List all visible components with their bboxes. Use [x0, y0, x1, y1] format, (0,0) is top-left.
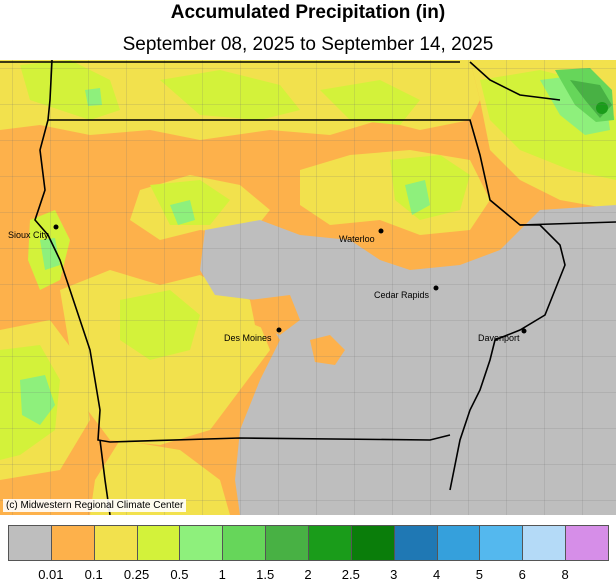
city-label-des-moines: Des Moines: [224, 333, 272, 343]
legend-swatch: [265, 525, 309, 561]
legend-tick-label: 2: [304, 567, 312, 582]
legend-tick-label: 6: [518, 567, 526, 582]
legend-swatch: [308, 525, 352, 561]
legend-swatch: [479, 525, 524, 561]
legend-tick-label: 5: [475, 567, 484, 582]
legend-swatch: [179, 525, 224, 561]
legend-swatch: [50, 525, 95, 561]
city-markers: [53, 224, 527, 334]
city-labels: Sioux City Waterloo Cedar Rapids Des Moi…: [8, 230, 520, 343]
legend-tick-label: 4: [432, 567, 441, 582]
county-grid: [0, 60, 616, 515]
legend-tick-label: 0.1: [84, 567, 103, 582]
city-dot-cedar-rapids: [433, 285, 439, 291]
legend-tick-label: 2.5: [341, 567, 360, 582]
legend-swatch: [8, 525, 52, 561]
city-label-sioux-city: Sioux City: [8, 230, 49, 240]
legend-tick-label: 0.5: [170, 567, 189, 582]
legend-swatch: [436, 525, 481, 561]
legend-color-bar: [8, 525, 609, 561]
legend-tick-label: 1.5: [256, 567, 275, 582]
map-subtitle: September 08, 2025 to September 14, 2025: [122, 34, 494, 55]
precipitation-map: Sioux City Waterloo Cedar Rapids Des Moi…: [0, 60, 616, 515]
legend-swatch: [93, 525, 138, 561]
city-label-davenport: Davenport: [478, 333, 520, 343]
city-label-cedar-rapids: Cedar Rapids: [374, 290, 430, 300]
legend-tick-label: 3: [390, 567, 398, 582]
city-dot-sioux-city: [53, 224, 59, 230]
legend-tick-label: 1: [218, 567, 226, 582]
legend-swatch: [222, 525, 267, 561]
city-label-waterloo: Waterloo: [339, 234, 375, 244]
legend-swatch: [522, 525, 567, 561]
city-dot-des-moines: [276, 327, 282, 333]
city-dot-davenport: [521, 328, 527, 334]
legend-swatch: [565, 525, 609, 561]
credit-text: (c) Midwestern Regional Climate Center: [3, 499, 187, 512]
legend-tick-label: 0.25: [123, 567, 150, 582]
city-dot-waterloo: [378, 228, 384, 234]
legend-swatch: [393, 525, 438, 561]
legend-swatch: [350, 525, 395, 561]
legend-tick-label: 8: [561, 567, 569, 582]
map-title: Accumulated Precipitation (in): [170, 2, 446, 23]
legend-swatch: [136, 525, 181, 561]
legend-tick-label: 0.01: [38, 567, 64, 582]
state-boundaries: [0, 60, 616, 515]
